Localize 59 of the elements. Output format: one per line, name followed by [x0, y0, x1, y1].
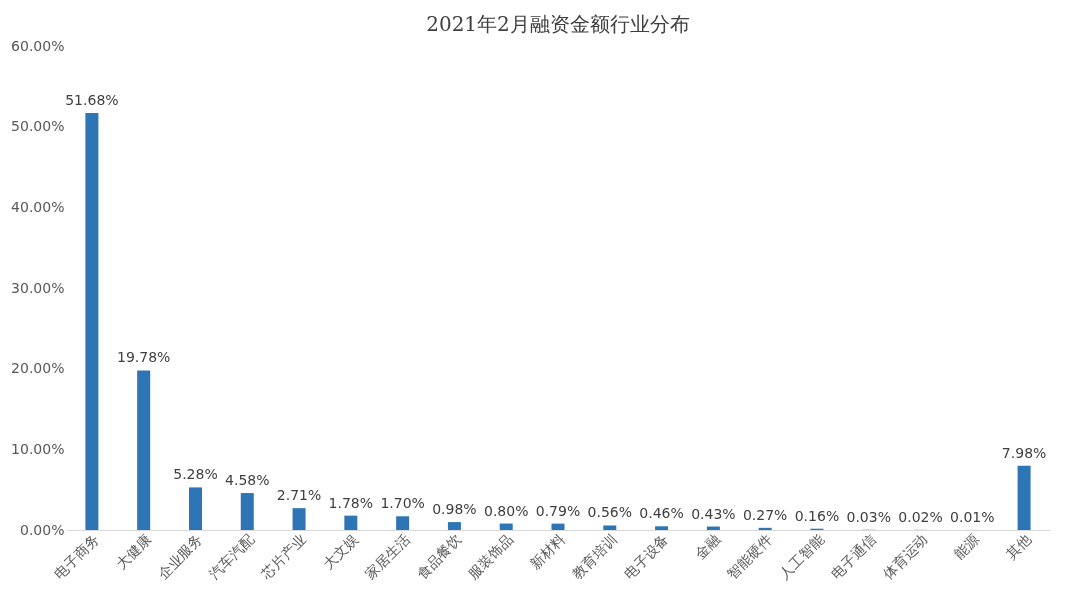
- data-label: 5.28%: [173, 466, 218, 483]
- x-tick-label: 服装饰品: [465, 531, 517, 582]
- y-tick-label: 40.00%: [11, 198, 65, 215]
- bar: [758, 527, 772, 530]
- x-tick-label: 企业服务: [154, 531, 206, 582]
- bar: [603, 525, 617, 530]
- data-label: 0.16%: [794, 507, 840, 524]
- data-label: 0.02%: [898, 508, 943, 525]
- data-label: 1.70%: [380, 495, 425, 512]
- data-label: 2.71%: [276, 487, 322, 504]
- x-tick-label: 能源: [951, 531, 983, 563]
- data-label: 0.27%: [742, 506, 788, 523]
- data-label: 0.79%: [535, 502, 581, 519]
- y-tick-label: 0.00%: [20, 521, 65, 538]
- data-label: 0.80%: [483, 502, 529, 519]
- data-label: 0.56%: [587, 504, 633, 521]
- bar: [396, 516, 410, 530]
- bar: [344, 515, 358, 530]
- x-tick-label: 家居生活: [361, 531, 413, 582]
- y-tick-label: 30.00%: [11, 279, 65, 296]
- x-tick-label: 其他: [1002, 531, 1034, 563]
- x-tick-label: 芯片产业: [257, 531, 309, 583]
- x-tick-label: 大文娱: [319, 531, 361, 573]
- bar: [137, 370, 151, 530]
- data-label: 7.98%: [1001, 444, 1047, 461]
- x-tick-label: 大健康: [112, 531, 154, 573]
- x-tick-label: 电子通信: [827, 531, 879, 582]
- chart-title: 2021年2月融资金额行业分布: [426, 12, 690, 36]
- y-tick-label: 20.00%: [11, 360, 65, 377]
- data-label: 51.68%: [65, 92, 119, 109]
- bar: [499, 523, 513, 530]
- bar: [240, 493, 254, 530]
- data-label: 0.03%: [846, 508, 891, 525]
- x-tick-label: 汽车汽配: [206, 531, 258, 582]
- data-label: 0.98%: [432, 501, 477, 518]
- data-label: 19.78%: [116, 349, 171, 366]
- x-tick-label: 智能硬件: [724, 531, 776, 582]
- x-tick-label: 食品餐饮: [413, 531, 465, 582]
- x-tick-label: 人工智能: [775, 531, 827, 582]
- x-tick-label: 电子设备: [620, 531, 672, 582]
- y-tick-label: 50.00%: [11, 118, 65, 135]
- bar: [447, 522, 461, 530]
- bar: [1017, 465, 1031, 530]
- data-label: 0.01%: [950, 508, 995, 525]
- bar: [292, 508, 306, 530]
- x-tick-label: 教育培训: [568, 531, 620, 582]
- x-tick-label: 金融: [692, 531, 724, 563]
- bar: [188, 487, 202, 530]
- data-label: 0.46%: [639, 505, 684, 522]
- bar: [551, 523, 565, 530]
- data-label: 1.78%: [328, 494, 374, 511]
- y-tick-label: 10.00%: [11, 440, 65, 457]
- y-tick-label: 60.00%: [11, 37, 65, 54]
- bar: [85, 113, 99, 530]
- x-tick-label: 体育运动: [879, 531, 931, 582]
- data-label: 4.58%: [225, 472, 270, 489]
- data-label: 0.43%: [691, 505, 736, 522]
- bar: [655, 526, 669, 530]
- x-tick-label: 新材料: [526, 531, 568, 573]
